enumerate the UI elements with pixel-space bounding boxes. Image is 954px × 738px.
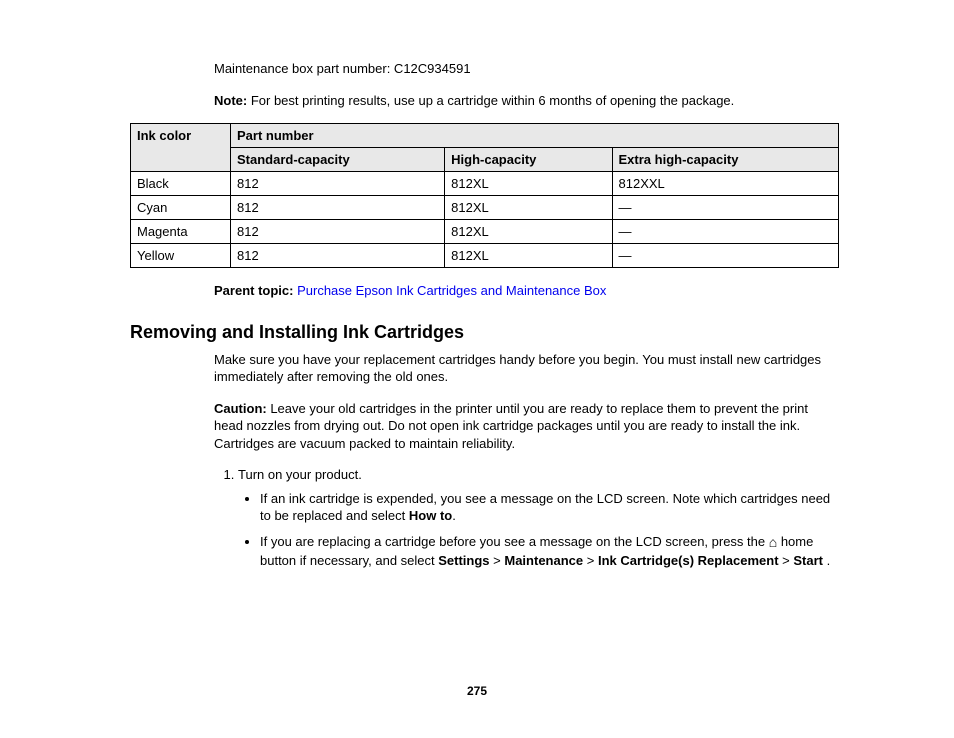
substep-post: . (452, 508, 456, 523)
th-ink-color: Ink color (131, 124, 231, 172)
th-part-number: Part number (231, 124, 839, 148)
nav-settings: Settings (438, 553, 489, 568)
substep-item: If an ink cartridge is expended, you see… (260, 490, 839, 525)
step-text: Turn on your product. (238, 467, 362, 482)
th-high-capacity: High-capacity (445, 148, 612, 172)
substep-text: If an ink cartridge is expended, you see… (260, 491, 830, 524)
parent-topic-label: Parent topic: (214, 283, 293, 298)
table-row: Black 812 812XL 812XXL (131, 172, 839, 196)
caution-text: Leave your old cartridges in the printer… (214, 401, 808, 451)
cell-xhigh: — (612, 220, 838, 244)
cell-std: 812 (231, 172, 445, 196)
cell-std: 812 (231, 244, 445, 268)
nav-replacement: Ink Cartridge(s) Replacement (598, 553, 779, 568)
cell-xhigh: — (612, 196, 838, 220)
substep-item: If you are replacing a cartridge before … (260, 533, 839, 570)
cell-high: 812XL (445, 244, 612, 268)
cell-color: Yellow (131, 244, 231, 268)
cell-high: 812XL (445, 196, 612, 220)
note-block: Note: For best printing results, use up … (214, 92, 839, 110)
table-row: Yellow 812 812XL — (131, 244, 839, 268)
table-row: Cyan 812 812XL — (131, 196, 839, 220)
table-row: Magenta 812 812XL — (131, 220, 839, 244)
cell-xhigh: 812XXL (612, 172, 838, 196)
note-text: For best printing results, use up a cart… (247, 93, 734, 108)
substeps-list: If an ink cartridge is expended, you see… (238, 490, 839, 570)
substep-post: . (823, 553, 830, 568)
cell-color: Black (131, 172, 231, 196)
cartridge-table: Ink color Part number Standard-capacity … (130, 123, 839, 268)
caution-block: Caution: Leave your old cartridges in th… (214, 400, 839, 453)
steps-list: Turn on your product. If an ink cartridg… (214, 466, 839, 569)
gt: > (490, 553, 505, 568)
howto-bold: How to (409, 508, 452, 523)
parent-topic-link[interactable]: Purchase Epson Ink Cartridges and Mainte… (297, 283, 606, 298)
cell-high: 812XL (445, 172, 612, 196)
nav-start: Start (793, 553, 823, 568)
maintenance-part-line: Maintenance box part number: C12C934591 (214, 60, 839, 78)
page-number: 275 (0, 684, 954, 698)
home-icon: ⌂ (769, 534, 777, 550)
th-extra-high-capacity: Extra high-capacity (612, 148, 838, 172)
parent-topic-line: Parent topic: Purchase Epson Ink Cartrid… (214, 282, 839, 300)
intro-paragraph: Make sure you have your replacement cart… (214, 351, 839, 386)
cell-xhigh: — (612, 244, 838, 268)
cell-std: 812 (231, 196, 445, 220)
note-label: Note: (214, 93, 247, 108)
cell-high: 812XL (445, 220, 612, 244)
cell-color: Cyan (131, 196, 231, 220)
gt: > (779, 553, 794, 568)
gt: > (583, 553, 598, 568)
th-standard-capacity: Standard-capacity (231, 148, 445, 172)
nav-maintenance: Maintenance (504, 553, 583, 568)
substep-text: If you are replacing a cartridge before … (260, 534, 769, 549)
caution-label: Caution: (214, 401, 267, 416)
cell-color: Magenta (131, 220, 231, 244)
section-heading: Removing and Installing Ink Cartridges (130, 322, 839, 343)
cell-std: 812 (231, 220, 445, 244)
step-item: Turn on your product. If an ink cartridg… (238, 466, 839, 569)
